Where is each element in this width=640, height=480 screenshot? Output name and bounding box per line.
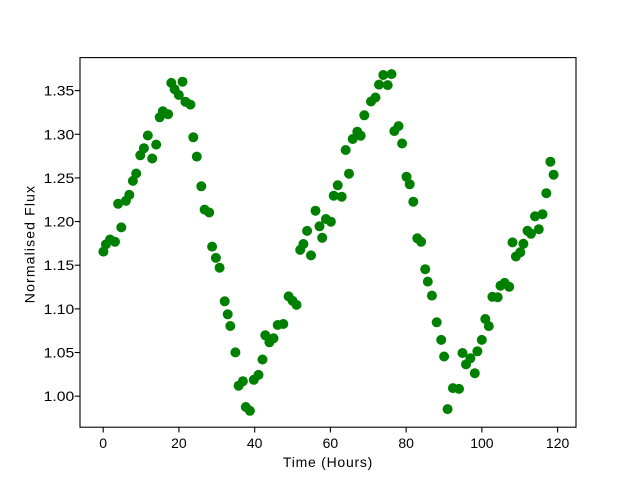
svg-text:1.05: 1.05 bbox=[44, 345, 75, 361]
svg-text:60: 60 bbox=[323, 435, 339, 451]
svg-text:1.25: 1.25 bbox=[44, 170, 75, 186]
svg-text:1.15: 1.15 bbox=[44, 257, 75, 273]
svg-text:1.10: 1.10 bbox=[44, 301, 75, 317]
svg-text:Normalised Flux: Normalised Flux bbox=[22, 185, 38, 303]
svg-text:Time (Hours): Time (Hours) bbox=[283, 454, 373, 470]
svg-text:0: 0 bbox=[99, 435, 107, 451]
svg-text:1.30: 1.30 bbox=[44, 126, 75, 142]
svg-text:1.20: 1.20 bbox=[44, 214, 75, 230]
svg-text:40: 40 bbox=[247, 435, 263, 451]
svg-text:80: 80 bbox=[398, 435, 414, 451]
svg-text:1.00: 1.00 bbox=[44, 388, 75, 404]
svg-text:1.35: 1.35 bbox=[44, 83, 75, 99]
svg-text:20: 20 bbox=[171, 435, 187, 451]
svg-text:120: 120 bbox=[546, 435, 570, 451]
svg-text:100: 100 bbox=[470, 435, 494, 451]
